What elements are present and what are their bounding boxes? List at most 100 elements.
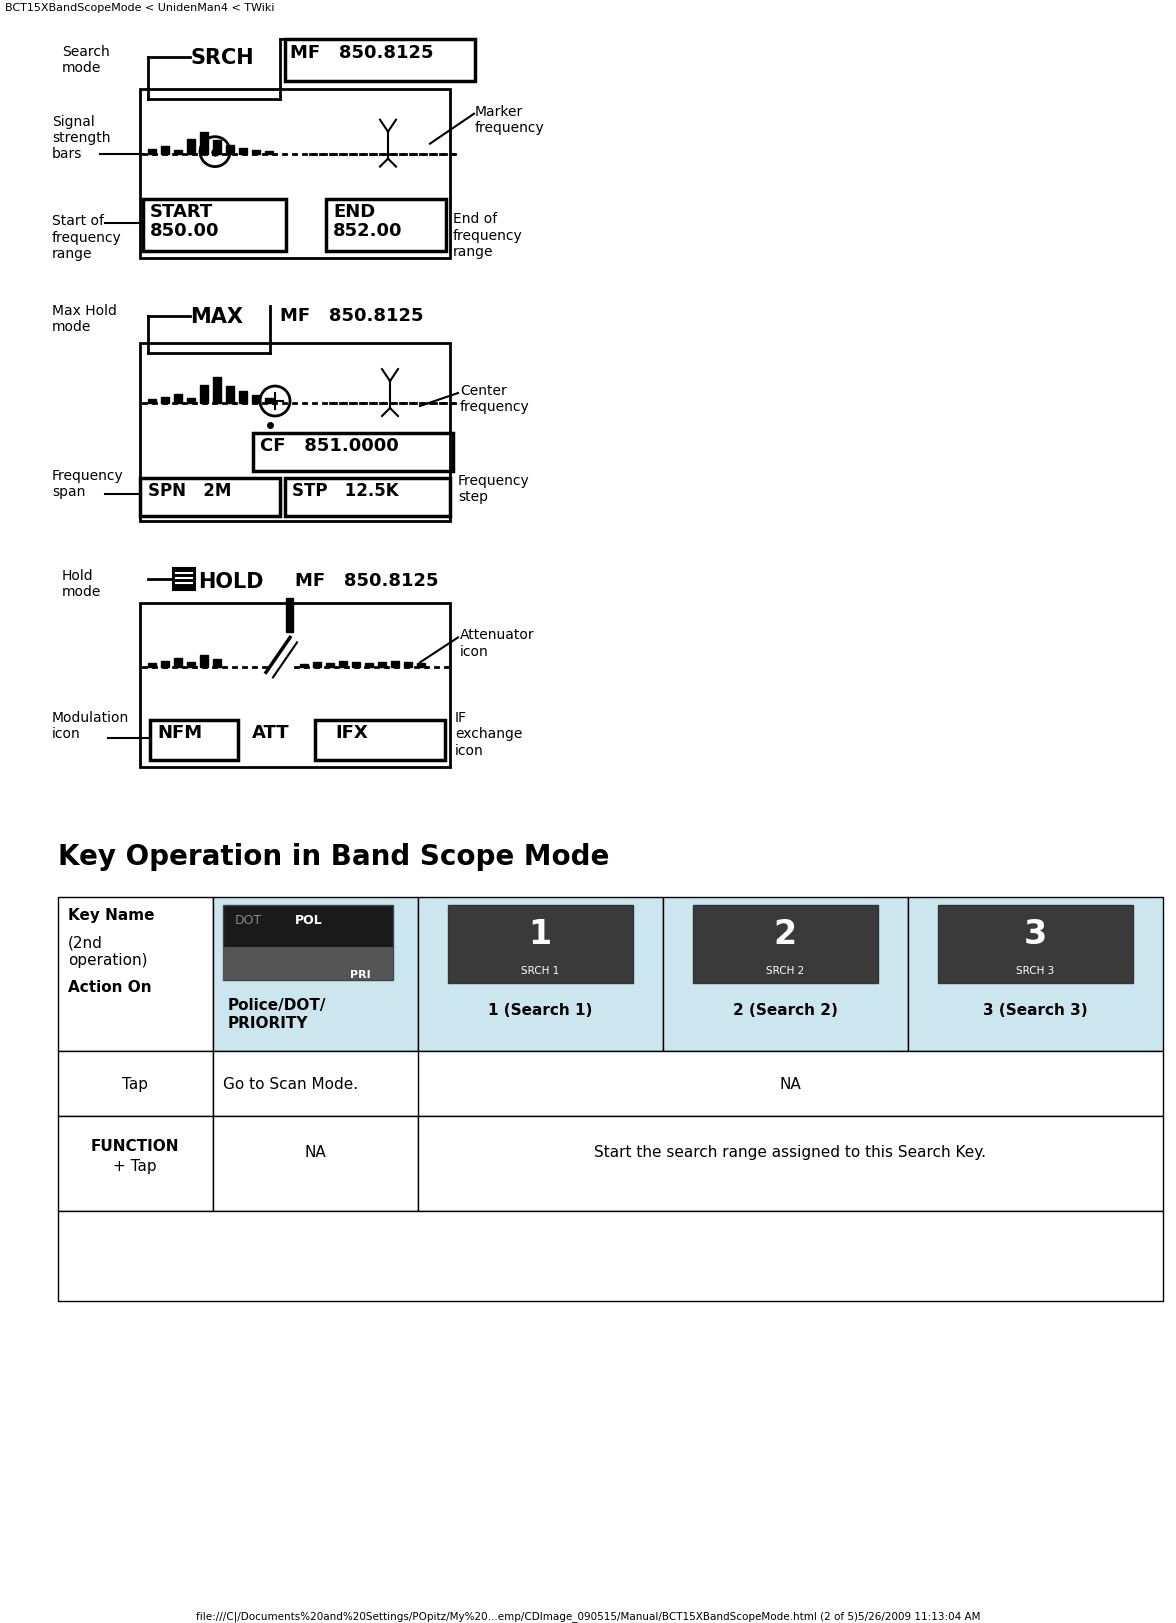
Text: Tap: Tap [122,1076,148,1091]
Bar [140,89,450,260]
Text: Police/DOT/: Police/DOT/ [228,997,327,1011]
Bar [693,906,878,984]
Bar [213,1052,1163,1117]
Bar [148,149,156,154]
Bar [352,662,360,669]
Text: NA: NA [780,1076,801,1091]
Text: PRI: PRI [350,969,370,979]
Text: (2nd: (2nd [68,935,102,949]
Bar [365,664,373,669]
Bar [187,140,195,154]
Bar [226,146,234,154]
Bar [285,479,450,516]
Bar [200,656,208,669]
Bar [58,1211,1163,1302]
Bar [140,604,450,768]
Text: 1 (Search 1): 1 (Search 1) [488,1001,593,1018]
Text: file:///C|/Documents%20and%20Settings/POpitz/My%20...emp/CDImage_090515/Manual/B: file:///C|/Documents%20and%20Settings/PO… [195,1610,981,1621]
Bar [417,664,425,669]
Bar [58,1052,213,1117]
Bar [174,394,182,404]
Text: ATT: ATT [252,724,289,742]
Text: DOT: DOT [235,914,262,927]
Bar [286,599,293,633]
Bar [313,662,321,669]
Text: Key Name: Key Name [68,907,154,922]
Bar [213,1117,417,1211]
Bar [213,661,221,669]
Bar [200,386,208,404]
Text: Start of
frequency
range: Start of frequency range [52,214,122,261]
Text: END: END [333,203,375,221]
Bar [213,141,221,154]
Text: HOLD: HOLD [198,571,263,591]
Text: Search
mode: Search mode [62,45,109,75]
Bar [140,479,280,516]
Bar [253,433,453,472]
Bar [200,133,208,154]
Bar [285,41,475,81]
Bar [239,391,247,404]
Text: SRCH: SRCH [191,47,254,68]
Bar [187,399,195,404]
Bar [265,399,273,404]
Bar [405,662,412,669]
Bar [148,664,156,669]
Bar [148,399,156,404]
Bar [239,149,247,154]
Text: MF   850.8125: MF 850.8125 [290,44,434,62]
Bar [265,151,273,154]
Bar [151,721,238,761]
Bar [908,898,1163,1052]
Text: Hold
mode: Hold mode [62,568,101,599]
Text: Action On: Action On [68,979,152,993]
Text: 852.00: 852.00 [333,222,402,240]
Text: + Tap: + Tap [113,1159,156,1173]
Text: STP   12.5K: STP 12.5K [292,482,399,500]
Bar [377,662,386,669]
Bar [448,906,633,984]
Bar [161,146,169,154]
Text: CF   851.0000: CF 851.0000 [260,437,399,454]
Bar [58,898,213,1052]
Text: Start the search range assigned to this Search Key.: Start the search range assigned to this … [594,1144,985,1159]
Text: IFX: IFX [335,724,368,742]
Text: 2 (Search 2): 2 (Search 2) [733,1001,837,1018]
Bar [300,665,308,669]
Text: 1: 1 [528,917,552,949]
Bar [663,898,908,1052]
Bar [174,151,182,154]
Bar [223,906,393,980]
Text: BCT15XBandScopeMode < UnidenMan4 < TWiki: BCT15XBandScopeMode < UnidenMan4 < TWiki [5,3,274,13]
Bar [417,1117,1163,1211]
Bar [226,386,234,404]
Bar [417,898,663,1052]
Text: POL: POL [295,914,322,927]
Text: Marker
frequency: Marker frequency [475,104,544,135]
Text: IF
exchange
icon: IF exchange icon [455,711,522,758]
Text: MF   850.8125: MF 850.8125 [295,571,439,589]
Text: Key Operation in Band Scope Mode: Key Operation in Band Scope Mode [58,842,609,870]
Text: Frequency
span: Frequency span [52,469,123,498]
Text: operation): operation) [68,953,147,967]
Text: 850.00: 850.00 [151,222,220,240]
Text: FUNCTION: FUNCTION [91,1138,179,1154]
Bar [143,200,286,252]
Text: Frequency
step: Frequency step [457,474,529,503]
Text: Modulation
icon: Modulation icon [52,711,129,742]
Text: MF   850.8125: MF 850.8125 [280,307,423,325]
Text: 3 (Search 3): 3 (Search 3) [983,1001,1088,1018]
Text: SRCH 3: SRCH 3 [1016,966,1054,975]
Bar [326,664,334,669]
Text: NFM: NFM [158,724,202,742]
Bar [315,721,445,761]
Text: Go to Scan Mode.: Go to Scan Mode. [223,1076,359,1091]
Bar [390,662,399,669]
Bar [187,662,195,669]
Text: START: START [151,203,213,221]
Text: 3: 3 [1023,917,1047,949]
Bar [174,659,182,669]
Text: Center
frequency: Center frequency [460,383,529,414]
Bar [58,1117,213,1211]
Bar [161,662,169,669]
